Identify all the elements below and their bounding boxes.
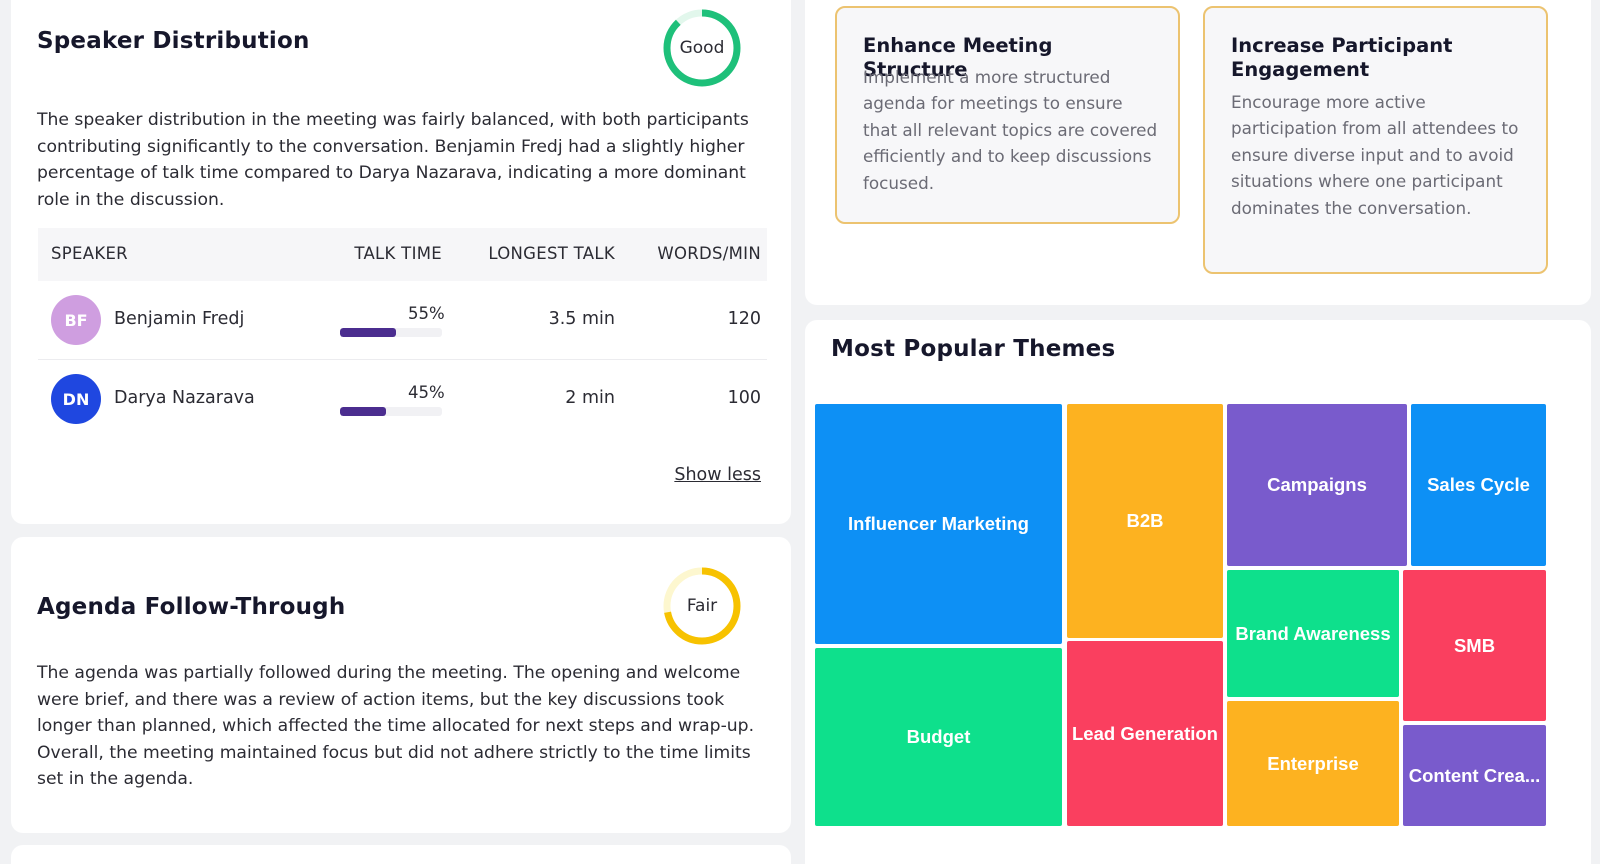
talk-time-bar-fill xyxy=(340,407,386,416)
talk-time-percent: 55% xyxy=(408,304,445,323)
theme-tile[interactable]: Campaigns xyxy=(1227,404,1407,566)
table-row: DN Darya Nazarava 45% 2 min 100 xyxy=(38,360,767,439)
agenda-rating-label: Fair xyxy=(686,596,718,616)
column-talk-time: TALK TIME xyxy=(354,244,442,263)
longest-talk-value: 2 min xyxy=(565,388,615,408)
speaker-name: Benjamin Fredj xyxy=(114,309,245,329)
popular-themes-card: Most Popular Themes Influencer Marketing… xyxy=(805,320,1591,864)
speaker-table-header: SPEAKER TALK TIME LONGEST TALK WORDS/MIN xyxy=(38,228,767,281)
column-speaker: SPEAKER xyxy=(51,244,128,263)
agenda-title: Agenda Follow-Through xyxy=(37,594,346,620)
avatar: DN xyxy=(51,374,101,424)
recommendations-card: Enhance Meeting Structure Implement a mo… xyxy=(805,0,1591,305)
column-words-per-min: WORDS/MIN xyxy=(657,244,761,263)
rating-ring-graphic xyxy=(663,9,741,87)
speaker-rating-ring: Good xyxy=(662,8,742,88)
rating-ring-graphic xyxy=(663,567,741,645)
talk-time-bar xyxy=(340,407,442,416)
theme-tile[interactable]: Brand Awareness xyxy=(1227,570,1399,697)
recommendation-card: Enhance Meeting Structure Implement a mo… xyxy=(835,6,1180,224)
theme-tile[interactable]: Influencer Marketing xyxy=(815,404,1062,644)
avatar: BF xyxy=(51,295,101,345)
recommendation-body: Implement a more structured agenda for m… xyxy=(863,67,1158,193)
theme-tile[interactable]: Sales Cycle xyxy=(1411,404,1546,566)
talk-time-percent: 45% xyxy=(408,383,445,402)
recommendation-title: Enhance Meeting Structure xyxy=(863,34,1053,81)
show-less-link[interactable]: Show less xyxy=(674,465,761,485)
theme-tile[interactable]: Enterprise xyxy=(1227,701,1399,826)
agenda-description: The agenda was partially followed during… xyxy=(37,663,755,790)
words-per-min-value: 100 xyxy=(727,388,761,408)
longest-talk-value: 3.5 min xyxy=(548,309,615,329)
next-card-partial xyxy=(11,845,791,864)
speaker-distribution-title: Speaker Distribution xyxy=(37,28,310,54)
speaker-name: Darya Nazarava xyxy=(114,388,255,408)
talk-time-bar-fill xyxy=(340,328,397,337)
speaker-distribution-card: Speaker Distribution Good The speaker di… xyxy=(11,0,791,524)
column-longest-talk: LONGEST TALK xyxy=(488,244,615,263)
talk-time-bar xyxy=(340,328,442,337)
themes-treemap: Influencer Marketing Budget B2B Lead Genera… xyxy=(805,320,1591,864)
recommendation-title: Increase Participant Engagement xyxy=(1231,34,1453,81)
theme-tile[interactable]: Lead Generation xyxy=(1067,641,1223,826)
theme-tile[interactable]: Budget xyxy=(815,648,1062,826)
speaker-distribution-description: The speaker distribution in the meeting … xyxy=(37,110,749,210)
agenda-rating-ring: Fair xyxy=(662,566,742,646)
words-per-min-value: 120 xyxy=(727,309,761,329)
themes-title: Most Popular Themes xyxy=(831,336,1116,362)
theme-tile[interactable]: Content Crea... xyxy=(1403,725,1546,826)
recommendation-card: Increase Participant Engagement Encourag… xyxy=(1203,6,1548,274)
theme-tile[interactable]: SMB xyxy=(1403,570,1546,721)
table-row: BF Benjamin Fredj 55% 3.5 min 120 xyxy=(38,281,767,360)
recommendation-body: Encourage more active participation from… xyxy=(1231,92,1519,218)
agenda-follow-through-card: Agenda Follow-Through Fair The agenda wa… xyxy=(11,537,791,833)
theme-tile[interactable]: B2B xyxy=(1067,404,1223,638)
speaker-rating-label: Good xyxy=(679,38,725,58)
